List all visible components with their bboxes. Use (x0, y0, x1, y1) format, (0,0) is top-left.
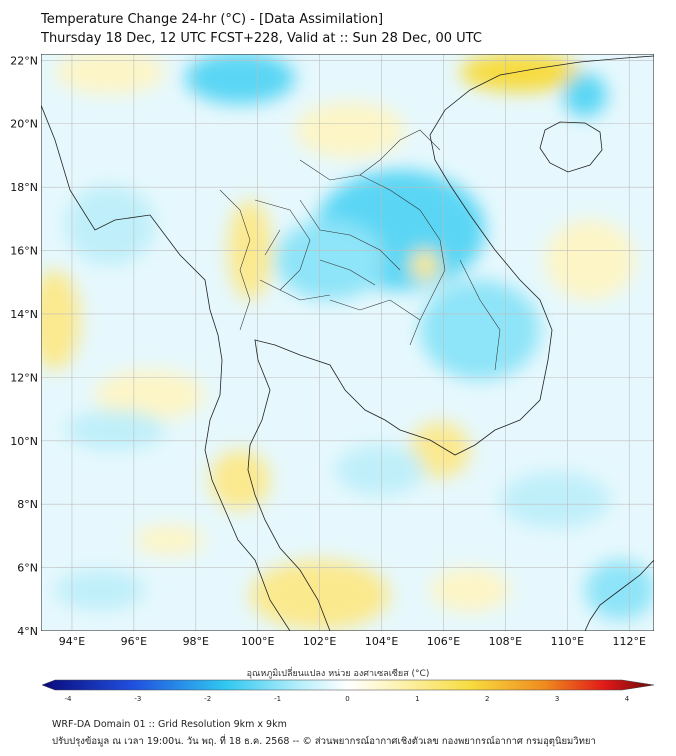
mainland-coast (41, 104, 291, 631)
graticule (41, 54, 654, 631)
latitude-label: 10°N (10, 435, 38, 448)
latitude-label: 14°N (10, 308, 38, 321)
hainan-island (539, 121, 603, 173)
footer-update-info: ปรับปรุงข้อมูล ณ เวลา 19:00น. วัน พฤ. ที… (52, 736, 596, 747)
longitude-labels: 94°E 96°E 98°E 100°E 102°E 104°E 106°E 108°E 110… (59, 635, 646, 648)
thai-provinces (254, 199, 401, 301)
map-subtitle: Thursday 18 Dec, 12 UTC FCST+228, Valid … (41, 31, 482, 46)
colorbar-tick-label: -2 (204, 695, 211, 703)
laos-vietnam-border (359, 129, 501, 371)
longitude-label: 100°E (241, 635, 274, 648)
longitude-label: 96°E (121, 635, 147, 648)
latitude-label: 18°N (10, 181, 38, 194)
latitude-label: 4°N (17, 625, 38, 638)
colorbar-tick-label: 3 (555, 695, 559, 703)
thai-cambodia-border (329, 299, 421, 346)
colorbar-label: อุณหภูมิเปลี่ยนแปลง หน่วย องศาเซลเซียส (… (246, 669, 430, 679)
map-title: Temperature Change 24-hr (°C) - [Data As… (41, 12, 384, 27)
colorbar-tick-label: 0 (345, 695, 349, 703)
latitude-labels: 22°N 20°N 18°N 16°N 14°N 12°N 10°N 8°N 6°N 4°N (10, 54, 38, 638)
latitude-label: 16°N (10, 245, 38, 258)
longitude-label: 104°E (365, 635, 398, 648)
colorbar-tick-label: -1 (274, 695, 281, 703)
longitude-label: 112°E (613, 635, 646, 648)
latitude-label: 8°N (17, 498, 38, 511)
field-blobs (41, 54, 654, 630)
colorbar-bar (41, 679, 655, 691)
colorbar-tick-label: -3 (134, 695, 141, 703)
colorbar-tick-label: -4 (65, 695, 73, 703)
colorbar-tick-label: 2 (485, 695, 489, 703)
longitude-label: 94°E (59, 635, 85, 648)
longitude-label: 108°E (489, 635, 522, 648)
colorbar-tick-label: 4 (625, 695, 630, 703)
colorbar: -4 -3 -2 -1 0 1 2 3 4 (41, 679, 655, 703)
borneo-coast (584, 559, 654, 631)
longitude-label: 102°E (303, 635, 336, 648)
latitude-label: 6°N (17, 562, 38, 575)
longitude-label: 98°E (183, 635, 209, 648)
latitude-label: 12°N (10, 371, 38, 384)
admin-borders (219, 129, 501, 371)
footer-model-info: WRF-DA Domain 01 :: Grid Resolution 9km … (52, 719, 287, 730)
colorbar-tick-label: 1 (415, 695, 419, 703)
thai-lao-border (299, 159, 446, 321)
coastlines (41, 55, 654, 631)
longitude-label: 110°E (551, 635, 584, 648)
thai-myanmar-border (219, 189, 251, 331)
latitude-label: 20°N (10, 118, 38, 131)
colorbar-ticks: -4 -3 -2 -1 0 1 2 3 4 (65, 695, 630, 703)
latitude-label: 22°N (10, 54, 38, 67)
peninsula-east-coast (247, 55, 654, 631)
longitude-label: 106°E (427, 635, 460, 648)
temperature-field (41, 54, 654, 631)
